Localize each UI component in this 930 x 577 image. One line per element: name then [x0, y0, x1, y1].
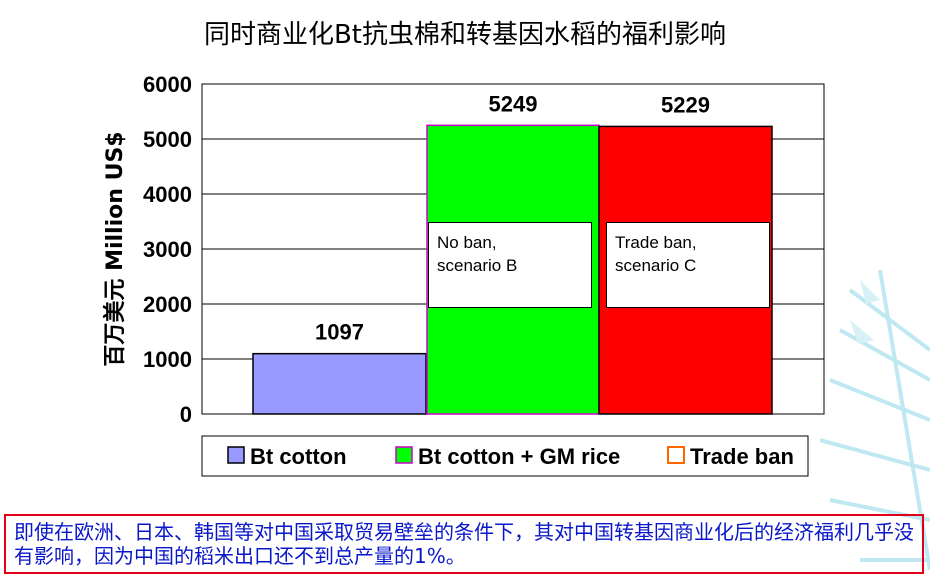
annotation-trade-ban: Trade ban, scenario C	[606, 222, 770, 308]
annotation-no-ban-line2: scenario B	[437, 256, 518, 275]
footnote: 即使在欧洲、日本、韩国等对中国采取贸易壁垒的条件下，其对中国转基因商业化后的经济…	[4, 514, 924, 574]
annotation-trade-ban-line1: Trade ban,	[615, 233, 697, 252]
legend-label-bt-cotton: Bt cotton	[250, 444, 347, 469]
legend-label-trade-ban: Trade ban	[690, 444, 794, 469]
y-tick-label: 1000	[143, 347, 192, 372]
data-labels: 1097 5249 5229	[315, 91, 710, 344]
data-label: 1097	[315, 320, 364, 345]
bar-bt-cotton	[252, 352, 427, 415]
y-tick-label: 0	[180, 402, 192, 427]
legend-label-bt-cotton-gm-rice: Bt cotton + GM rice	[418, 444, 620, 469]
annotation-no-ban-line1: No ban,	[437, 233, 497, 252]
decorative-tree-graphic	[820, 270, 930, 570]
annotation-no-ban: No ban, scenario B	[428, 222, 592, 308]
data-label: 5229	[661, 92, 710, 117]
legend-swatch-trade-ban	[667, 446, 685, 464]
y-tick-label: 6000	[143, 72, 192, 97]
data-label: 5249	[489, 91, 538, 116]
y-tick-labels: 0 1000 2000 3000 4000 5000 6000	[143, 72, 192, 427]
y-tick-label: 4000	[143, 182, 192, 207]
y-tick-label: 2000	[143, 292, 192, 317]
y-tick-label: 3000	[143, 237, 192, 262]
y-tick-label: 5000	[143, 127, 192, 152]
annotation-trade-ban-line2: scenario C	[615, 256, 697, 275]
legend-swatch-bt-cotton	[227, 446, 245, 464]
legend-swatch-bt-cotton-gm-rice	[395, 446, 413, 464]
y-axis-label: 百万美元 Million US$	[102, 131, 128, 366]
legend: Bt cotton Bt cotton + GM rice Trade ban	[201, 435, 809, 477]
chart-title: 同时商业化Bt抗虫棉和转基因水稻的福利影响	[203, 20, 727, 50]
